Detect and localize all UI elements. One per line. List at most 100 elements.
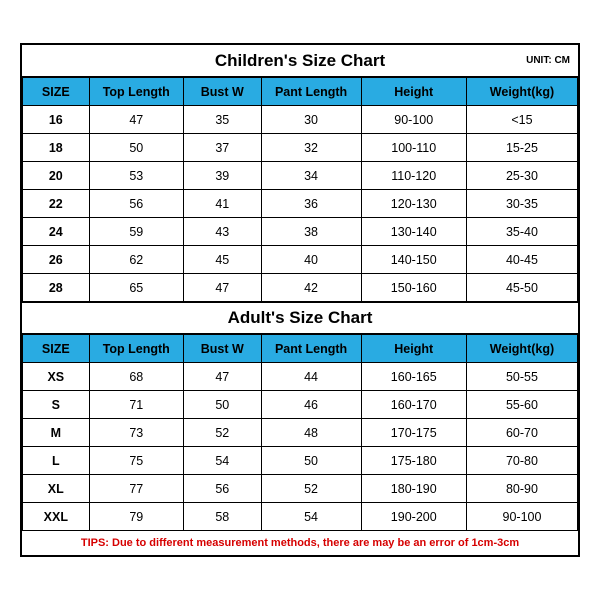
table-row: XS684744160-16550-55: [23, 363, 578, 391]
table-cell: 44: [261, 363, 361, 391]
table-cell: S: [23, 391, 90, 419]
table-cell: 35: [183, 106, 261, 134]
table-cell: XS: [23, 363, 90, 391]
table-cell: 35-40: [466, 218, 577, 246]
col-header-height: Height: [361, 335, 466, 363]
table-cell: 48: [261, 419, 361, 447]
table-cell: 16: [23, 106, 90, 134]
size-chart-container: Children's Size Chart UNIT: CM SIZE Top …: [20, 43, 580, 557]
table-cell: 79: [89, 503, 183, 531]
table-cell: 50: [89, 134, 183, 162]
col-header-bust: Bust W: [183, 78, 261, 106]
table-cell: 38: [261, 218, 361, 246]
table-cell: XXL: [23, 503, 90, 531]
table-cell: 55-60: [466, 391, 577, 419]
table-cell: 37: [183, 134, 261, 162]
table-row: 24594338130-14035-40: [23, 218, 578, 246]
table-row: 20533934110-12025-30: [23, 162, 578, 190]
table-row: XL775652180-19080-90: [23, 475, 578, 503]
table-cell: 71: [89, 391, 183, 419]
table-cell: 77: [89, 475, 183, 503]
table-cell: 32: [261, 134, 361, 162]
table-cell: 50: [183, 391, 261, 419]
children-title: Children's Size Chart: [215, 51, 385, 71]
table-cell: 180-190: [361, 475, 466, 503]
table-row: 18503732100-11015-25: [23, 134, 578, 162]
table-row: S715046160-17055-60: [23, 391, 578, 419]
table-cell: 160-170: [361, 391, 466, 419]
table-cell: 120-130: [361, 190, 466, 218]
col-header-pant: Pant Length: [261, 335, 361, 363]
children-table: SIZE Top Length Bust W Pant Length Heigh…: [22, 77, 578, 302]
table-cell: 34: [261, 162, 361, 190]
col-header-height: Height: [361, 78, 466, 106]
table-cell: 50: [261, 447, 361, 475]
children-table-body: 1647353090-100<1518503732100-11015-25205…: [23, 106, 578, 302]
adult-table-body: XS684744160-16550-55S715046160-17055-60M…: [23, 363, 578, 531]
table-cell: 54: [183, 447, 261, 475]
col-header-weight: Weight(kg): [466, 78, 577, 106]
adult-table: SIZE Top Length Bust W Pant Length Heigh…: [22, 334, 578, 531]
col-header-bust: Bust W: [183, 335, 261, 363]
table-cell: 52: [183, 419, 261, 447]
table-cell: 150-160: [361, 274, 466, 302]
table-cell: 45-50: [466, 274, 577, 302]
table-cell: 70-80: [466, 447, 577, 475]
table-cell: 24: [23, 218, 90, 246]
table-row: 22564136120-13030-35: [23, 190, 578, 218]
table-cell: 39: [183, 162, 261, 190]
table-cell: 73: [89, 419, 183, 447]
table-cell: 53: [89, 162, 183, 190]
table-cell: 56: [89, 190, 183, 218]
table-cell: 58: [183, 503, 261, 531]
table-cell: 56: [183, 475, 261, 503]
table-cell: 52: [261, 475, 361, 503]
table-row: L755450175-18070-80: [23, 447, 578, 475]
table-cell: 42: [261, 274, 361, 302]
table-cell: 160-165: [361, 363, 466, 391]
children-table-head: SIZE Top Length Bust W Pant Length Heigh…: [23, 78, 578, 106]
table-row: 26624540140-15040-45: [23, 246, 578, 274]
adult-title: Adult's Size Chart: [228, 308, 373, 328]
tips-note: TIPS: Due to different measurement metho…: [22, 531, 578, 555]
table-cell: 18: [23, 134, 90, 162]
table-cell: 40-45: [466, 246, 577, 274]
table-cell: L: [23, 447, 90, 475]
table-cell: 90-100: [361, 106, 466, 134]
table-cell: M: [23, 419, 90, 447]
table-row: 1647353090-100<15: [23, 106, 578, 134]
table-cell: 26: [23, 246, 90, 274]
table-cell: 62: [89, 246, 183, 274]
table-cell: 41: [183, 190, 261, 218]
table-cell: 30: [261, 106, 361, 134]
table-cell: 175-180: [361, 447, 466, 475]
table-cell: 43: [183, 218, 261, 246]
table-cell: 130-140: [361, 218, 466, 246]
table-cell: 45: [183, 246, 261, 274]
adult-title-row: Adult's Size Chart: [22, 302, 578, 334]
table-cell: 75: [89, 447, 183, 475]
adult-table-head: SIZE Top Length Bust W Pant Length Heigh…: [23, 335, 578, 363]
table-cell: 40: [261, 246, 361, 274]
table-cell: 50-55: [466, 363, 577, 391]
table-cell: 54: [261, 503, 361, 531]
table-cell: 60-70: [466, 419, 577, 447]
table-cell: 22: [23, 190, 90, 218]
table-cell: 15-25: [466, 134, 577, 162]
col-header-pant: Pant Length: [261, 78, 361, 106]
col-header-top: Top Length: [89, 78, 183, 106]
table-cell: 25-30: [466, 162, 577, 190]
table-row: XXL795854190-20090-100: [23, 503, 578, 531]
table-cell: 65: [89, 274, 183, 302]
table-row: M735248170-17560-70: [23, 419, 578, 447]
table-cell: 80-90: [466, 475, 577, 503]
table-cell: 100-110: [361, 134, 466, 162]
table-cell: 190-200: [361, 503, 466, 531]
table-cell: 110-120: [361, 162, 466, 190]
table-cell: 59: [89, 218, 183, 246]
table-cell: XL: [23, 475, 90, 503]
table-cell: 170-175: [361, 419, 466, 447]
table-cell: 28: [23, 274, 90, 302]
col-header-size: SIZE: [23, 78, 90, 106]
table-cell: 20: [23, 162, 90, 190]
